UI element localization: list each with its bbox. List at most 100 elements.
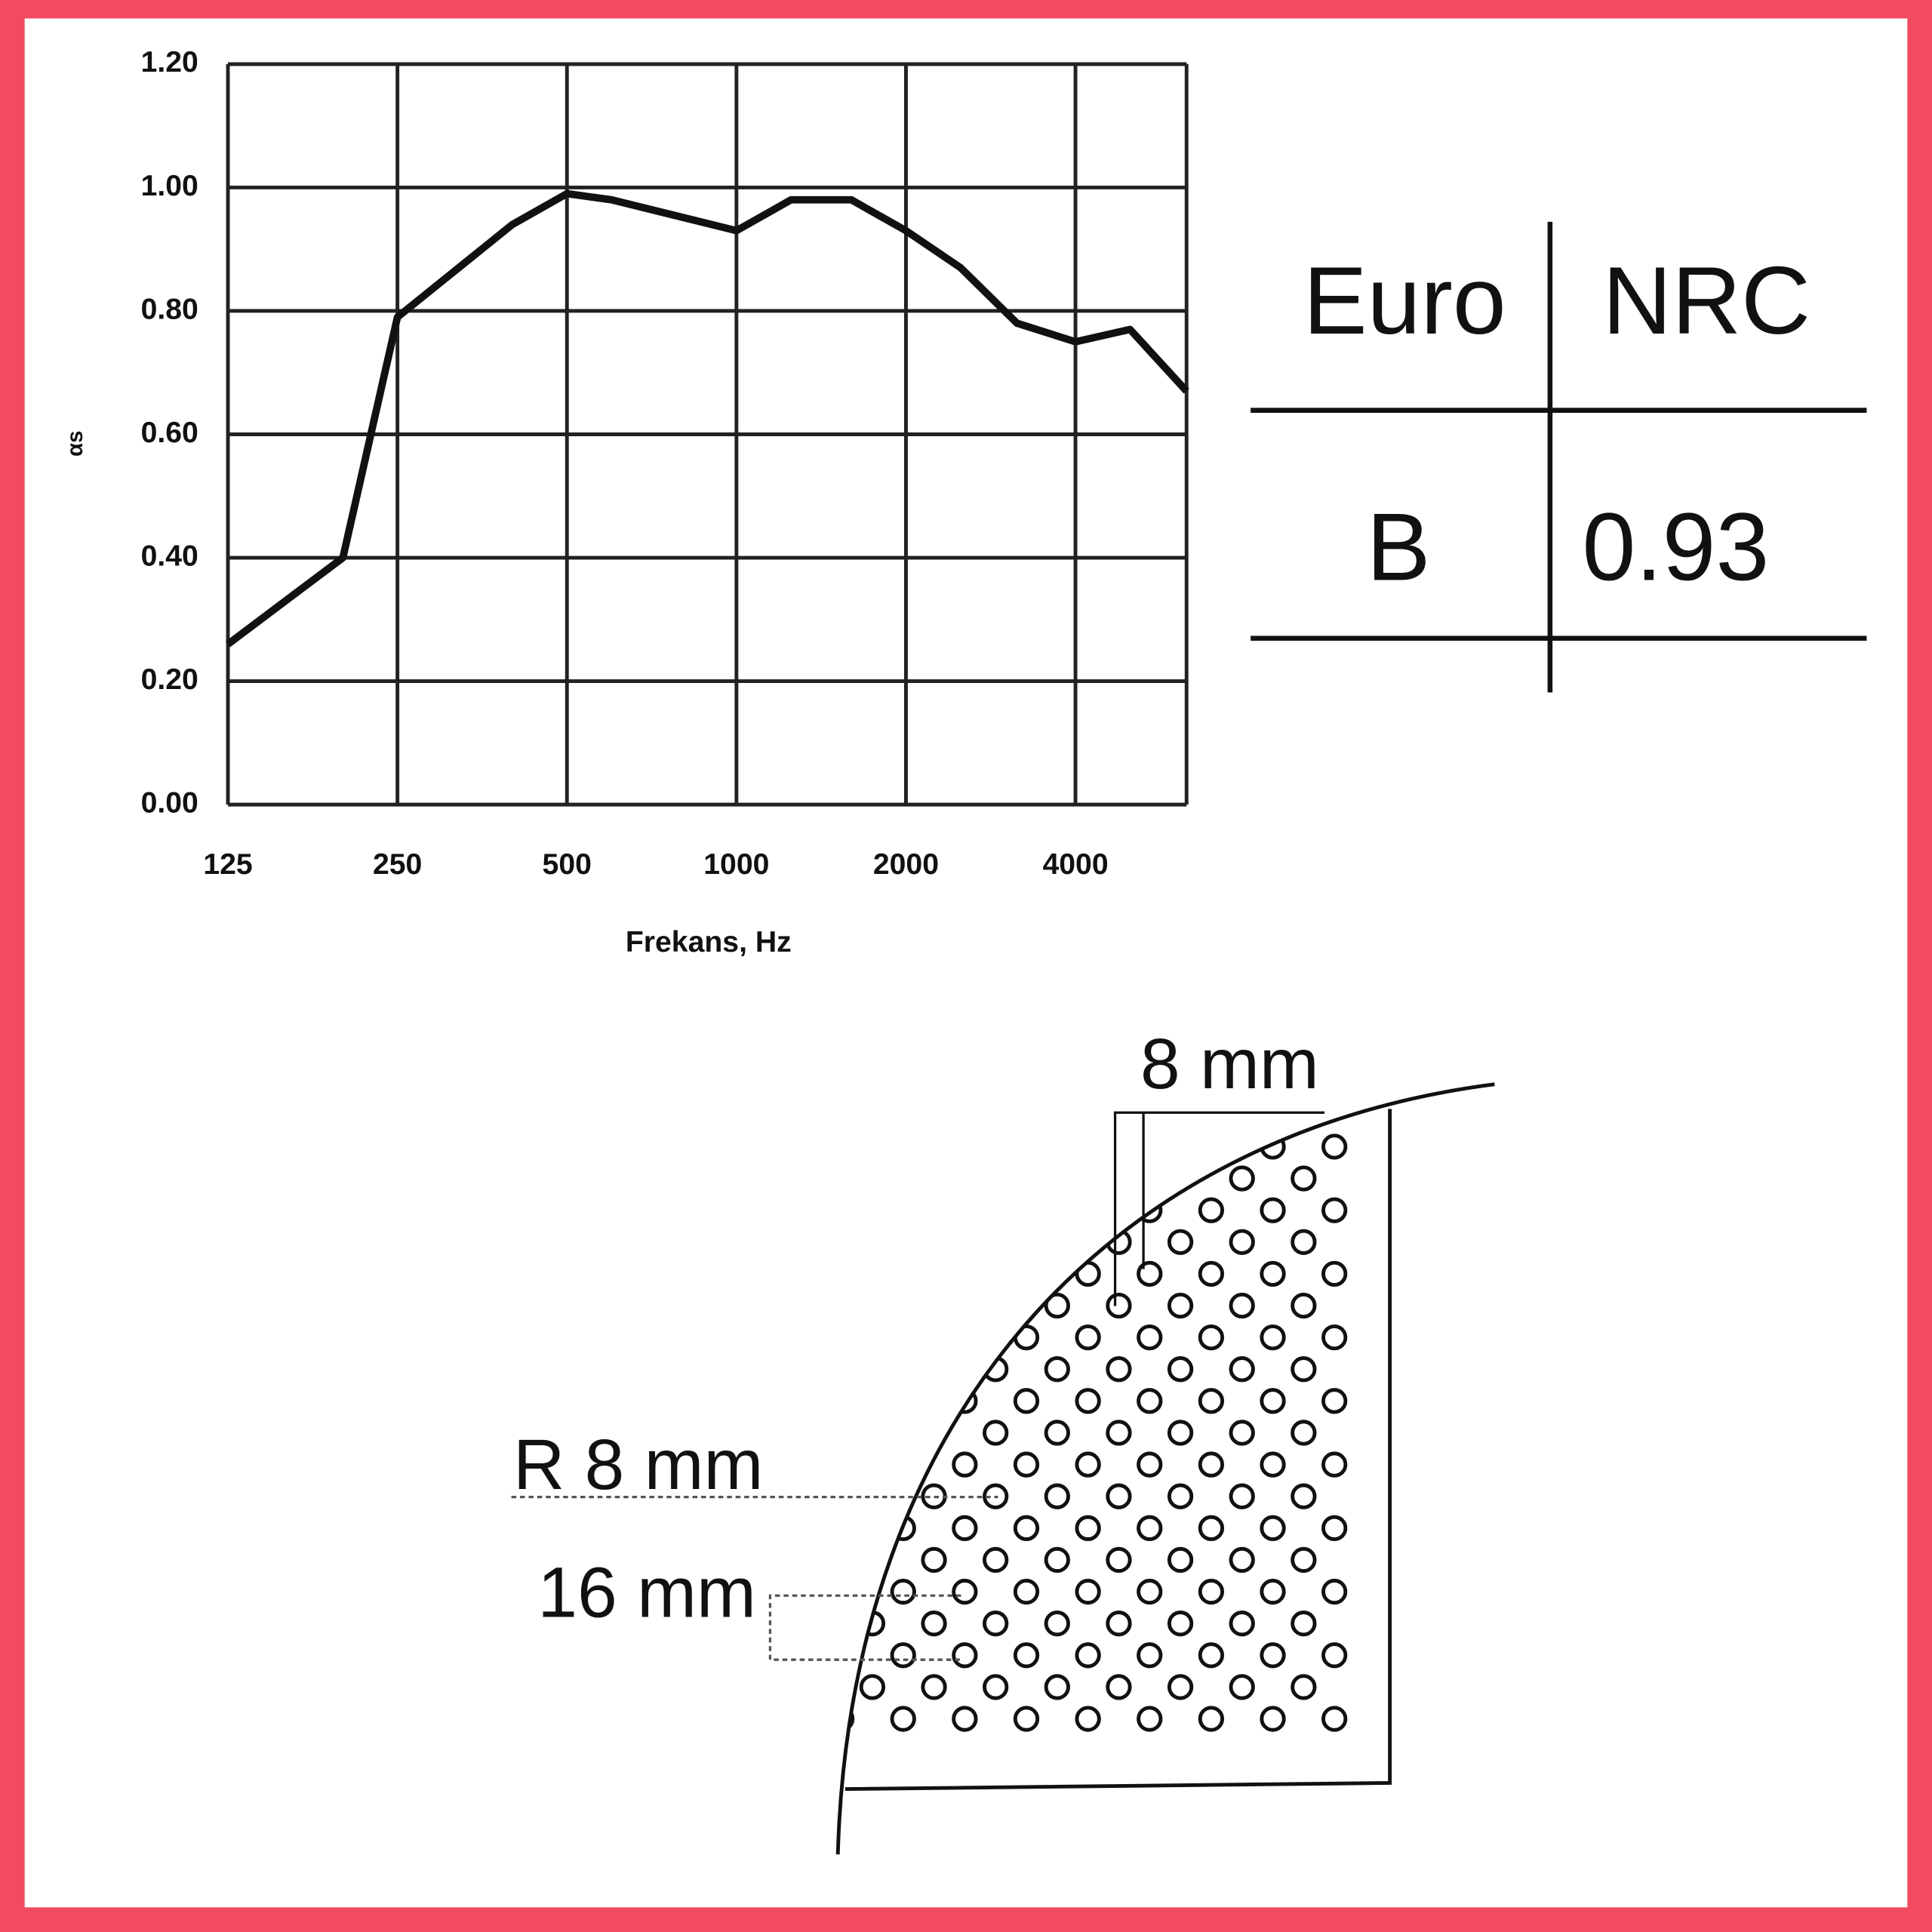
dimension-label: 16 mm xyxy=(537,1553,755,1633)
hole xyxy=(1321,1260,1348,1287)
dimension-label: R 8 mm xyxy=(513,1425,763,1505)
hole xyxy=(1106,1420,1132,1446)
hole xyxy=(1198,1642,1225,1669)
y-tick-label: 0.00 xyxy=(141,786,198,819)
hole xyxy=(890,1642,916,1669)
hole xyxy=(1013,1578,1040,1605)
hole xyxy=(1075,1706,1101,1732)
hole xyxy=(1291,1420,1317,1446)
panel-edge xyxy=(844,1109,1392,1792)
x-axis-title: Frekans, Hz xyxy=(626,926,792,958)
hole xyxy=(1106,1483,1132,1509)
hole xyxy=(1198,1515,1225,1541)
table-cell: 0.93 xyxy=(1582,493,1769,600)
hole xyxy=(859,1674,886,1700)
hole xyxy=(1013,1388,1040,1414)
dimension-line xyxy=(1113,1111,1325,1306)
hole xyxy=(1075,1515,1101,1541)
hole xyxy=(983,1611,1009,1637)
hole xyxy=(1260,1260,1286,1287)
dimension-label: 8 mm xyxy=(1140,1024,1319,1104)
hole xyxy=(1321,1451,1348,1478)
hole xyxy=(1137,1515,1163,1541)
data-line xyxy=(226,189,1189,648)
hole xyxy=(1291,1611,1317,1637)
hole xyxy=(1137,1706,1163,1732)
hole xyxy=(1260,1324,1286,1351)
hole xyxy=(1167,1420,1194,1446)
x-tick-label: 250 xyxy=(373,848,422,881)
hole xyxy=(1260,1642,1286,1669)
hole xyxy=(952,1642,978,1669)
y-tick-label: 0.20 xyxy=(141,663,198,696)
hole xyxy=(1229,1229,1255,1255)
panel-edge xyxy=(835,1082,1495,1855)
hole xyxy=(1167,1611,1194,1637)
hole xyxy=(1167,1546,1194,1574)
hole xyxy=(1321,1197,1348,1223)
hole xyxy=(1229,1165,1255,1192)
hole xyxy=(1106,1356,1132,1383)
hole xyxy=(1106,1546,1132,1574)
hole xyxy=(983,1674,1009,1700)
x-tick-label: 125 xyxy=(203,848,252,881)
hole xyxy=(1291,1292,1317,1319)
hole xyxy=(1198,1260,1225,1287)
hole xyxy=(1106,1611,1132,1637)
hole xyxy=(1075,1578,1101,1605)
hole xyxy=(983,1546,1009,1574)
hole xyxy=(1106,1674,1132,1700)
hole xyxy=(1198,1451,1225,1478)
y-tick-label: 0.40 xyxy=(141,540,198,572)
hole xyxy=(1044,1546,1070,1574)
hole xyxy=(1137,1260,1163,1287)
hole xyxy=(1291,1483,1317,1509)
hole xyxy=(1167,1674,1194,1700)
hole xyxy=(1137,1388,1163,1414)
hole xyxy=(1137,1324,1163,1351)
hole xyxy=(1075,1642,1101,1669)
x-tick-label: 2000 xyxy=(873,848,939,881)
hole xyxy=(890,1706,916,1732)
hole xyxy=(1137,1642,1163,1669)
hole xyxy=(1229,1292,1255,1319)
table-header: NRC xyxy=(1602,247,1810,354)
hole xyxy=(1044,1611,1070,1637)
hole xyxy=(1106,1292,1132,1319)
hole xyxy=(1198,1578,1225,1605)
hole xyxy=(1167,1356,1194,1383)
hole xyxy=(1229,1546,1255,1574)
hole xyxy=(1229,1611,1255,1637)
hole xyxy=(1321,1515,1348,1541)
table-header: Euro xyxy=(1303,247,1506,354)
hole xyxy=(983,1420,1009,1446)
hole xyxy=(952,1706,978,1732)
x-tick-label: 1000 xyxy=(703,848,769,881)
hole xyxy=(952,1451,978,1478)
hole xyxy=(952,1578,978,1605)
hole xyxy=(1260,1578,1286,1605)
hole xyxy=(1198,1197,1225,1223)
hole xyxy=(1260,1515,1286,1541)
y-tick-label: 1.20 xyxy=(141,46,198,78)
hole xyxy=(1167,1229,1194,1255)
y-tick-label: 0.60 xyxy=(141,417,198,449)
hole xyxy=(1229,1674,1255,1700)
hole xyxy=(1260,1451,1286,1478)
x-tick-label: 4000 xyxy=(1042,848,1108,881)
hole xyxy=(1321,1578,1348,1605)
hole xyxy=(1013,1451,1040,1478)
hole xyxy=(1321,1324,1348,1351)
dimension-line xyxy=(768,1594,961,1661)
hole xyxy=(1291,1165,1317,1192)
hole xyxy=(1013,1515,1040,1541)
hole xyxy=(921,1674,947,1700)
hole xyxy=(1291,1546,1317,1574)
hole xyxy=(1260,1388,1286,1414)
chart: Frekans, Hz αs 0.00 0.20 0.40 0.60 0.80 1.00 1… xyxy=(63,46,1189,958)
table-cell: B xyxy=(1367,493,1431,600)
hole xyxy=(1013,1706,1040,1732)
hole xyxy=(1013,1642,1040,1669)
hole xyxy=(1167,1292,1194,1319)
